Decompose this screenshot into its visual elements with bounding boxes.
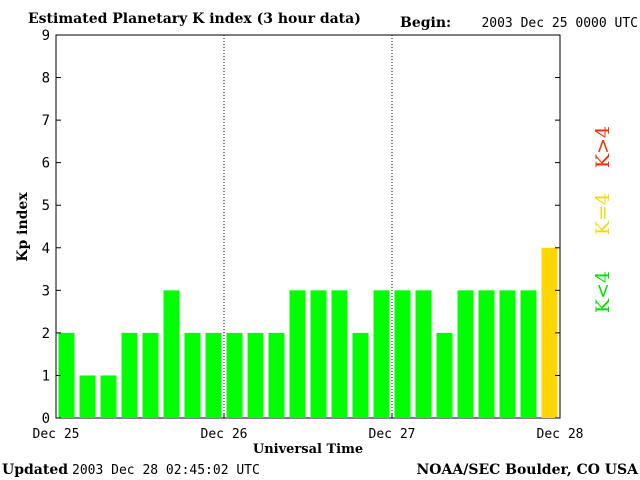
kp-bar [415, 290, 432, 418]
kp-bar [184, 332, 201, 418]
legend-low: K<4 [592, 271, 614, 313]
kp-bar [247, 332, 264, 418]
kp-bar [331, 290, 348, 418]
kp-bar [436, 332, 453, 418]
y-tick-label: 8 [42, 71, 50, 87]
kp-bar [499, 290, 516, 418]
kp-bar [58, 332, 75, 418]
y-tick-label: 6 [42, 156, 50, 172]
kp-bar [226, 332, 243, 418]
kp-bar [121, 332, 138, 418]
y-tick-label: 5 [42, 198, 50, 214]
kp-bar [205, 332, 222, 418]
kp-bar [541, 247, 558, 418]
day-dividers [223, 35, 393, 418]
y-tick-label: 3 [42, 283, 50, 299]
x-axis-ticks: Dec 25 Dec 26 Dec 27 Dec 28 [33, 413, 584, 442]
kp-bar [352, 332, 369, 418]
y-tick-label: 0 [42, 411, 50, 427]
y-tick-label: 2 [42, 326, 50, 342]
x-tick-label: Dec 26 [201, 427, 248, 442]
begin-value: 2003 Dec 25 0000 UTC [481, 16, 638, 31]
y-axis-label: Kp index [15, 192, 31, 262]
kp-bar [373, 290, 390, 418]
y-tick-label: 4 [42, 241, 50, 257]
legend-equal: K=4 [592, 193, 614, 235]
kp-bar [100, 375, 117, 418]
x-axis-label: Universal Time [253, 442, 363, 457]
updated-label: Updated [2, 462, 68, 478]
kp-bar [289, 290, 306, 418]
kp-bar [142, 332, 159, 418]
kp-bar [520, 290, 537, 418]
kp-bar [394, 290, 411, 418]
y-tick-label: 7 [42, 113, 50, 129]
kp-bar [163, 290, 180, 418]
x-tick-label: Dec 27 [369, 427, 416, 442]
legend-high: K>4 [592, 126, 614, 168]
kp-bar [478, 290, 495, 418]
kp-bar [79, 375, 96, 418]
bars-group [58, 247, 558, 418]
y-tick-label: 1 [42, 368, 50, 384]
y-tick-label: 9 [42, 28, 50, 44]
kp-bar [310, 290, 327, 418]
source-credit: NOAA/SEC Boulder, CO USA [417, 462, 640, 478]
plot-frame [55, 34, 561, 419]
x-tick-label: Dec 25 [33, 427, 80, 442]
kp-bar [268, 332, 285, 418]
chart-title: Estimated Planetary K index (3 hour data… [28, 11, 361, 27]
updated-value: 2003 Dec 28 02:45:02 UTC [72, 463, 260, 478]
y-axis-ticks: 0 1 2 3 4 5 6 7 8 9 [42, 28, 560, 427]
x-tick-label: Dec 28 [537, 427, 584, 442]
kp-bar [457, 290, 474, 418]
begin-label: Begin: [400, 15, 451, 31]
